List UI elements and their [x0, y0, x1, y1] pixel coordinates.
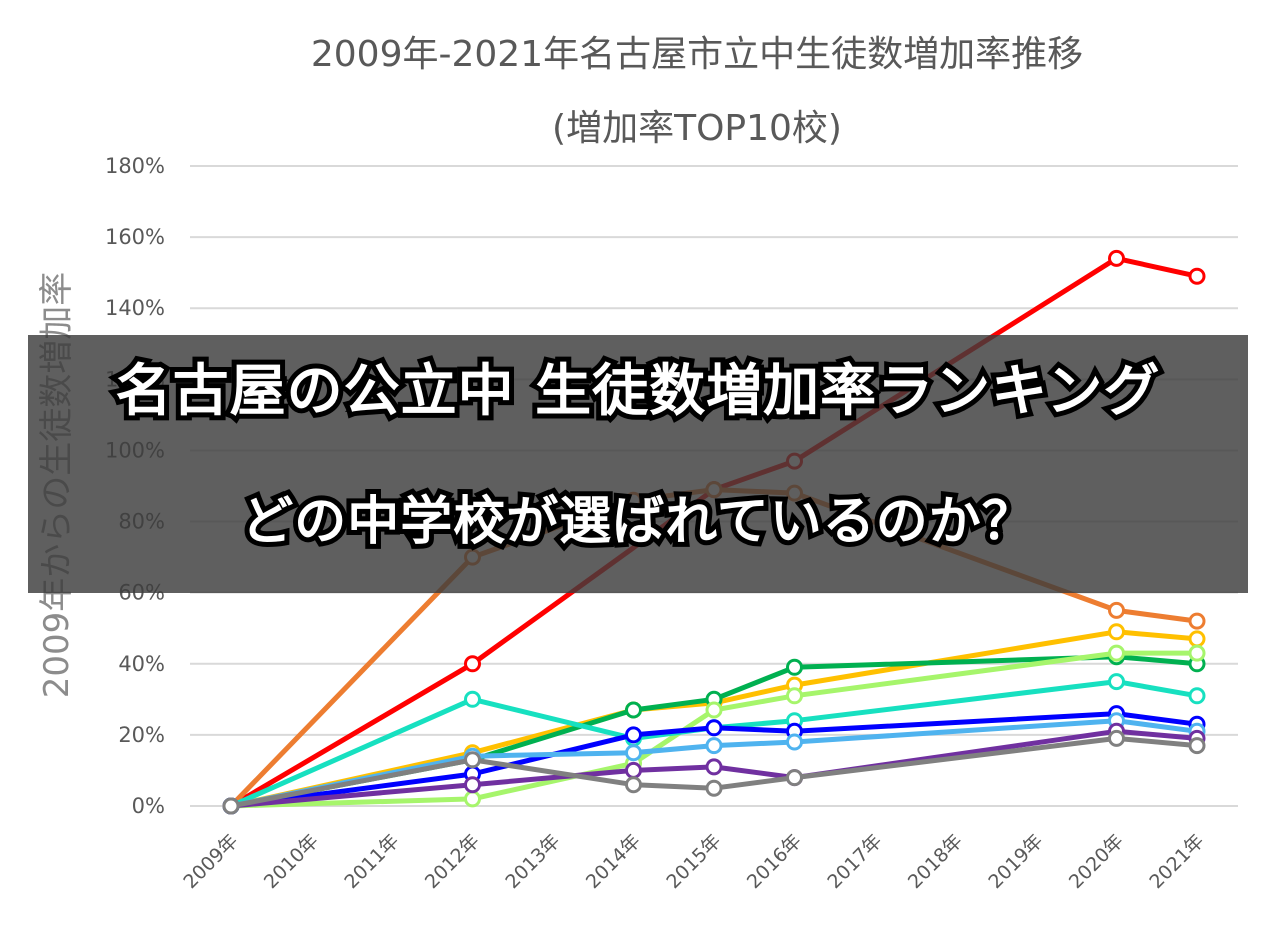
data-point [1188, 612, 1206, 630]
data-point [464, 655, 481, 673]
data-point [1188, 267, 1206, 285]
series-lines [222, 249, 1206, 815]
x-tick-label: 2009年 [179, 830, 242, 893]
data-point [705, 719, 723, 737]
x-tick-label: 2014年 [582, 830, 645, 893]
data-point [464, 690, 481, 708]
data-point [1108, 644, 1125, 662]
data-point [1188, 644, 1206, 662]
data-point [1188, 687, 1206, 705]
x-axis-ticks: 2009年 2010年 2011年 2012年 2013年 2014年 2015年 2016年… [179, 830, 1208, 893]
data-point [464, 776, 481, 794]
x-tick-label: 2019年 [984, 830, 1047, 893]
data-point [222, 797, 240, 815]
data-point [1108, 729, 1125, 747]
data-point [625, 726, 642, 744]
banner-subheadline: どの中学校が選ばれているのか？ [236, 487, 1038, 557]
data-point [625, 776, 642, 794]
y-tick-label: 140% [105, 296, 165, 320]
y-tick-label: 180% [105, 154, 165, 178]
data-point [786, 687, 803, 705]
x-tick-label: 2011年 [340, 830, 403, 893]
data-point [1108, 623, 1125, 641]
chart-subtitle: (増加率TOP10校) [552, 108, 842, 149]
x-tick-label: 2013年 [501, 830, 564, 893]
data-point [625, 744, 642, 762]
series-10 [222, 729, 1206, 815]
x-tick-label: 2021年 [1145, 830, 1208, 893]
y-tick-label: 0% [132, 794, 165, 818]
x-tick-label: 2010年 [260, 830, 323, 893]
data-point [705, 779, 723, 797]
data-point [705, 758, 723, 776]
overlay-banner: 名古屋の公立中 生徒数増加率ランキング どの中学校が選ばれているのか？ [28, 335, 1248, 593]
data-point [786, 769, 803, 787]
data-point [464, 790, 481, 808]
x-tick-label: 2016年 [743, 830, 806, 893]
y-tick-label: 40% [118, 652, 165, 676]
chart-title: 2009年-2021年名古屋市立中生徒数増加率推移 [311, 34, 1083, 75]
data-point [1188, 737, 1206, 755]
y-tick-label: 160% [105, 225, 165, 249]
banner-headline: 名古屋の公立中 生徒数増加率ランキング [111, 354, 1165, 429]
data-point [625, 761, 642, 779]
data-point [464, 751, 481, 769]
data-point [786, 658, 803, 676]
x-tick-label: 2018年 [904, 830, 967, 893]
y-tick-label: 20% [118, 723, 165, 747]
data-point [1108, 601, 1125, 619]
x-tick-label: 2017年 [823, 830, 886, 893]
data-point [1108, 249, 1125, 267]
data-point [705, 737, 723, 755]
x-tick-label: 2012年 [421, 830, 484, 893]
data-point [705, 701, 723, 719]
data-point [1188, 630, 1206, 648]
data-point [1108, 673, 1125, 691]
data-point [625, 701, 642, 719]
x-tick-label: 2020年 [1065, 830, 1128, 893]
data-point [786, 733, 803, 751]
x-tick-label: 2015年 [662, 830, 725, 893]
